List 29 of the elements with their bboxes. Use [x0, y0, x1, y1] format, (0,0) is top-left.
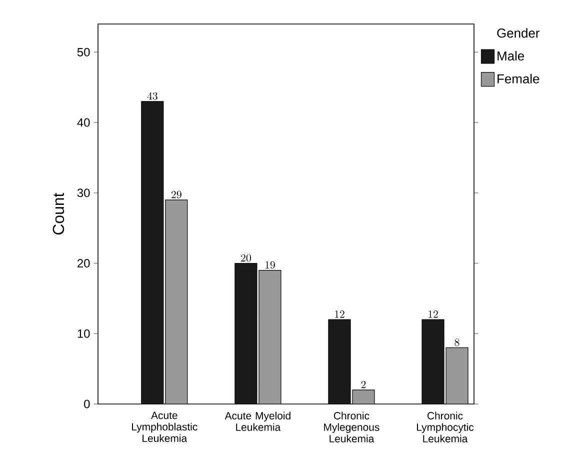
data-label: 20: [241, 254, 251, 262]
data-label: 2: [361, 380, 366, 388]
x-tick-label: Acute Lymphoblastic Leukemia: [132, 412, 198, 442]
legend-label: Female: [498, 74, 540, 84]
bar: [141, 101, 164, 404]
data-label: 8: [454, 338, 460, 346]
x-tick-label: Chronic Lymphocytic Leukemia: [416, 412, 474, 442]
bar: [446, 347, 468, 404]
data-label: 12: [428, 310, 438, 318]
y-tick-label: 50: [77, 48, 90, 56]
bar: [422, 319, 444, 404]
bar: [328, 319, 351, 404]
x-tick-label: Acute Myeloid Leukemia: [224, 412, 290, 431]
legend-label: Male: [498, 51, 524, 61]
y-tick-label: 40: [77, 118, 90, 127]
bar: [165, 200, 188, 404]
bar: [234, 262, 258, 404]
y-axis-title: Count: [52, 192, 64, 234]
y-tick-label: 20: [78, 259, 90, 268]
y-tick-label: 10: [78, 329, 90, 338]
bar: [258, 270, 282, 404]
data-label: 43: [147, 92, 158, 100]
y-tick-label: 30: [77, 188, 90, 198]
legend-title: Gender: [497, 28, 540, 38]
y-tick-label: 0: [84, 400, 90, 408]
data-label: 12: [334, 310, 344, 318]
data-label: 29: [172, 190, 182, 198]
data-label: 19: [265, 261, 275, 269]
x-tick-label: Chronic Mylegenous Leukemia: [324, 412, 380, 442]
